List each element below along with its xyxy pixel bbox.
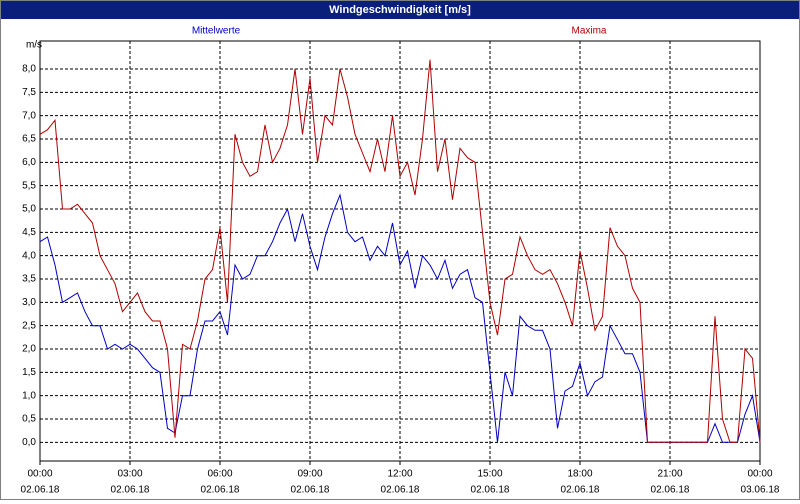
y-tick-label: 2,5 [22,320,36,331]
x-tick-label: 12:00 [387,469,412,480]
title-bar: Windgeschwindigkeit [m/s] [1,1,799,19]
y-tick-label: 6,5 [22,134,36,145]
x-tick-sublabel: 02.06.18 [381,485,420,496]
y-tick-label: 7,5 [22,87,36,98]
y-tick-label: 6,0 [22,157,36,168]
x-tick-label: 21:00 [657,469,682,480]
x-tick-label: 09:00 [297,469,322,480]
x-tick-sublabel: 02.06.18 [111,485,150,496]
data-line [39,193,761,443]
y-tick-label: 3,5 [22,274,36,285]
x-tick-label: 00:00 [747,469,772,480]
x-tick-sublabel: 02.06.18 [21,485,60,496]
y-tick-label: 5,0 [22,204,36,215]
x-tick-label: 18:00 [567,469,592,480]
x-tick-sublabel: 02.06.18 [561,485,600,496]
x-tick-sublabel: 02.06.18 [651,485,690,496]
y-tick-label: 8,0 [22,64,36,75]
y-tick-label: 5,5 [22,180,36,191]
x-tick-label: 03:00 [117,469,142,480]
y-axis-label: m/s [26,40,42,51]
x-tick-label: 15:00 [477,469,502,480]
y-tick-label: 0,5 [22,414,36,425]
data-line [39,59,761,443]
legend-entry: Mittelwerte [192,26,241,37]
y-tick-label: 3,0 [22,297,36,308]
x-tick-label: 06:00 [207,469,232,480]
plot-frame [39,40,761,462]
x-tick-label: 00:00 [27,469,52,480]
y-tick-label: 0,0 [22,437,36,448]
y-tick-label: 4,0 [22,250,36,261]
x-tick-sublabel: 02.06.18 [201,485,240,496]
legend-entry: Maxima [571,26,606,37]
x-tick-sublabel: 03.06.18 [741,485,780,496]
y-tick-label: 1,0 [22,390,36,401]
x-tick-sublabel: 02.06.18 [471,485,510,496]
chart: m/s 0,0 0,5 1,0 1,5 2,0 2,5 3,0 3,5 4,0 4,5 5,0 5,5… [21,26,780,496]
y-tick-label: 4,5 [22,227,36,238]
y-tick-label: 1,5 [22,367,36,378]
y-tick-label: 7,0 [22,110,36,121]
y-tick-label: 2,0 [22,344,36,355]
x-tick-sublabel: 02.06.18 [291,485,330,496]
